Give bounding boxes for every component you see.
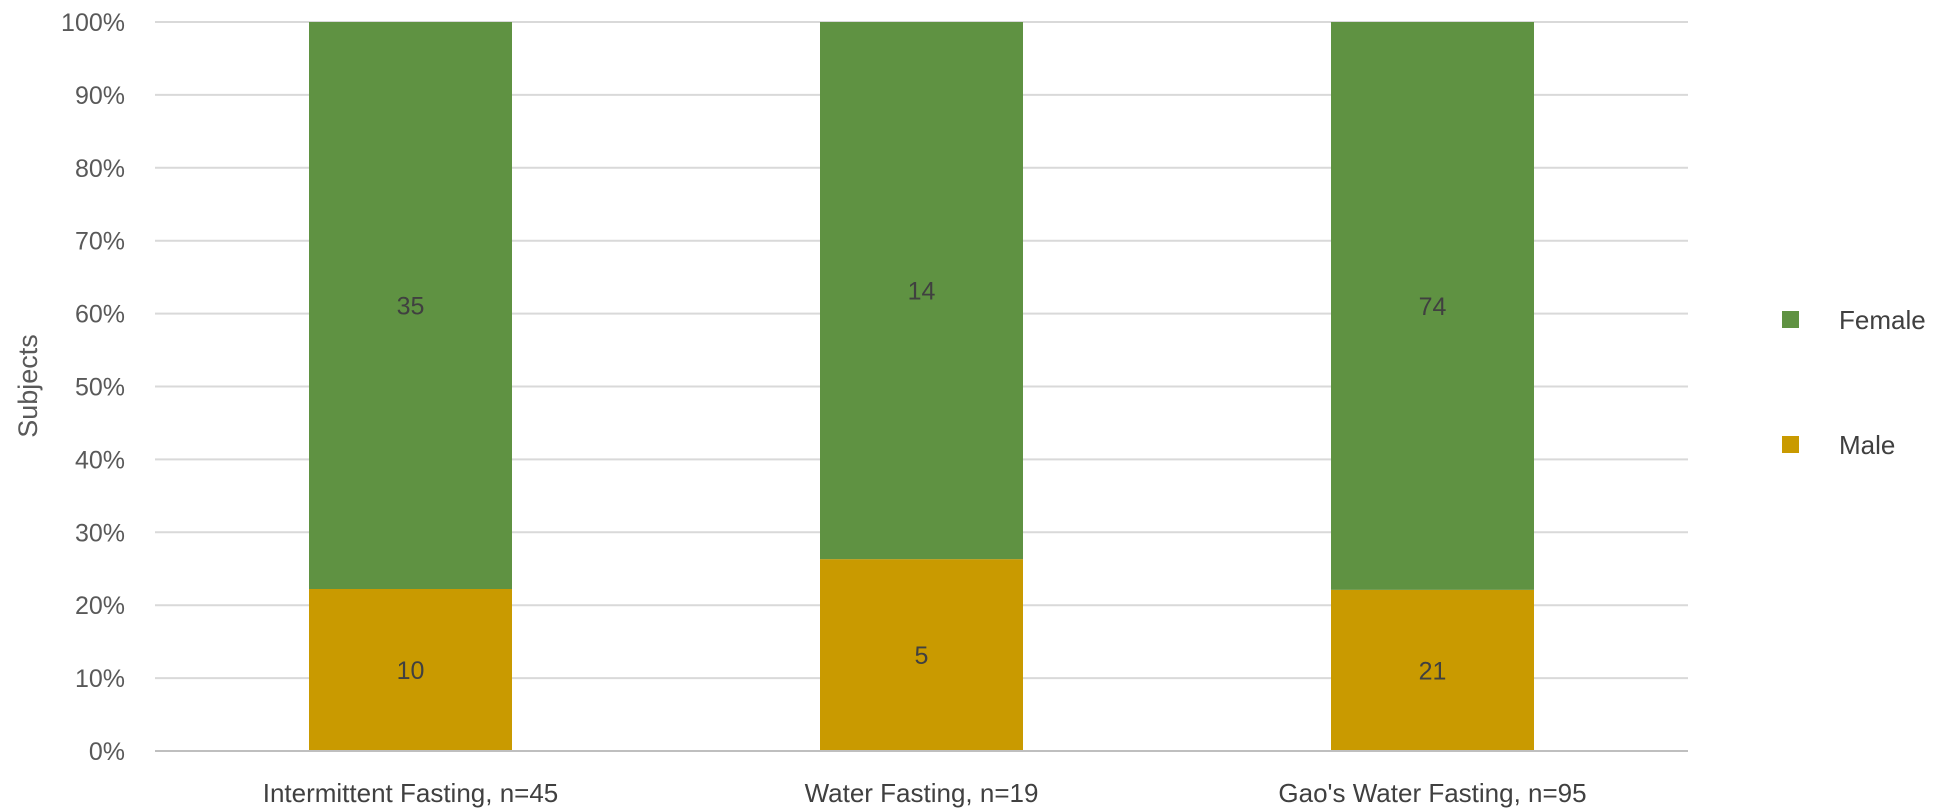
x-category-label: Water Fasting, n=19 [805,778,1039,808]
y-tick-label: 70% [75,228,125,256]
y-tick-label: 90% [75,82,125,110]
y-tick-label: 50% [75,374,125,402]
data-label: 74 [1419,293,1447,321]
legend-label-female: Female [1839,305,1926,335]
y-tick-label: 0% [89,738,125,766]
y-axis-title: Subjects [13,334,43,438]
bar-segment-female [820,22,1023,560]
y-tick-label: 80% [75,155,125,183]
bar-segment-female [1331,22,1534,590]
bar-segment-female [309,22,512,589]
data-label: 5 [915,642,929,670]
y-tick-label: 100% [61,9,125,37]
y-tick-label: 20% [75,592,125,620]
bar-segment-male [820,559,1023,751]
legend: Female Male [1782,305,1926,460]
x-category-label: Gao's Water Fasting, n=95 [1278,778,1586,808]
legend-swatch-female [1782,311,1799,328]
y-axis-ticks: 0% 10% 20% 30% 40% 50% 60% 70% 80% 90% 100% [61,9,125,766]
legend-label-male: Male [1839,430,1895,460]
legend-swatch-male [1782,436,1799,453]
data-label: 14 [908,278,936,306]
data-label: 10 [397,657,425,685]
y-tick-label: 10% [75,665,125,693]
y-tick-label: 30% [75,519,125,547]
y-tick-label: 40% [75,446,125,474]
data-label: 35 [397,293,425,321]
bar-segment-male [309,589,512,751]
bars: 10 35 5 14 21 74 [309,22,1534,751]
x-axis-labels: Intermittent Fasting, n=45 Water Fasting,… [263,778,1587,808]
bar-segment-male [1331,589,1534,751]
x-category-label: Intermittent Fasting, n=45 [263,778,559,808]
y-tick-label: 60% [75,301,125,329]
data-label: 21 [1419,657,1447,685]
